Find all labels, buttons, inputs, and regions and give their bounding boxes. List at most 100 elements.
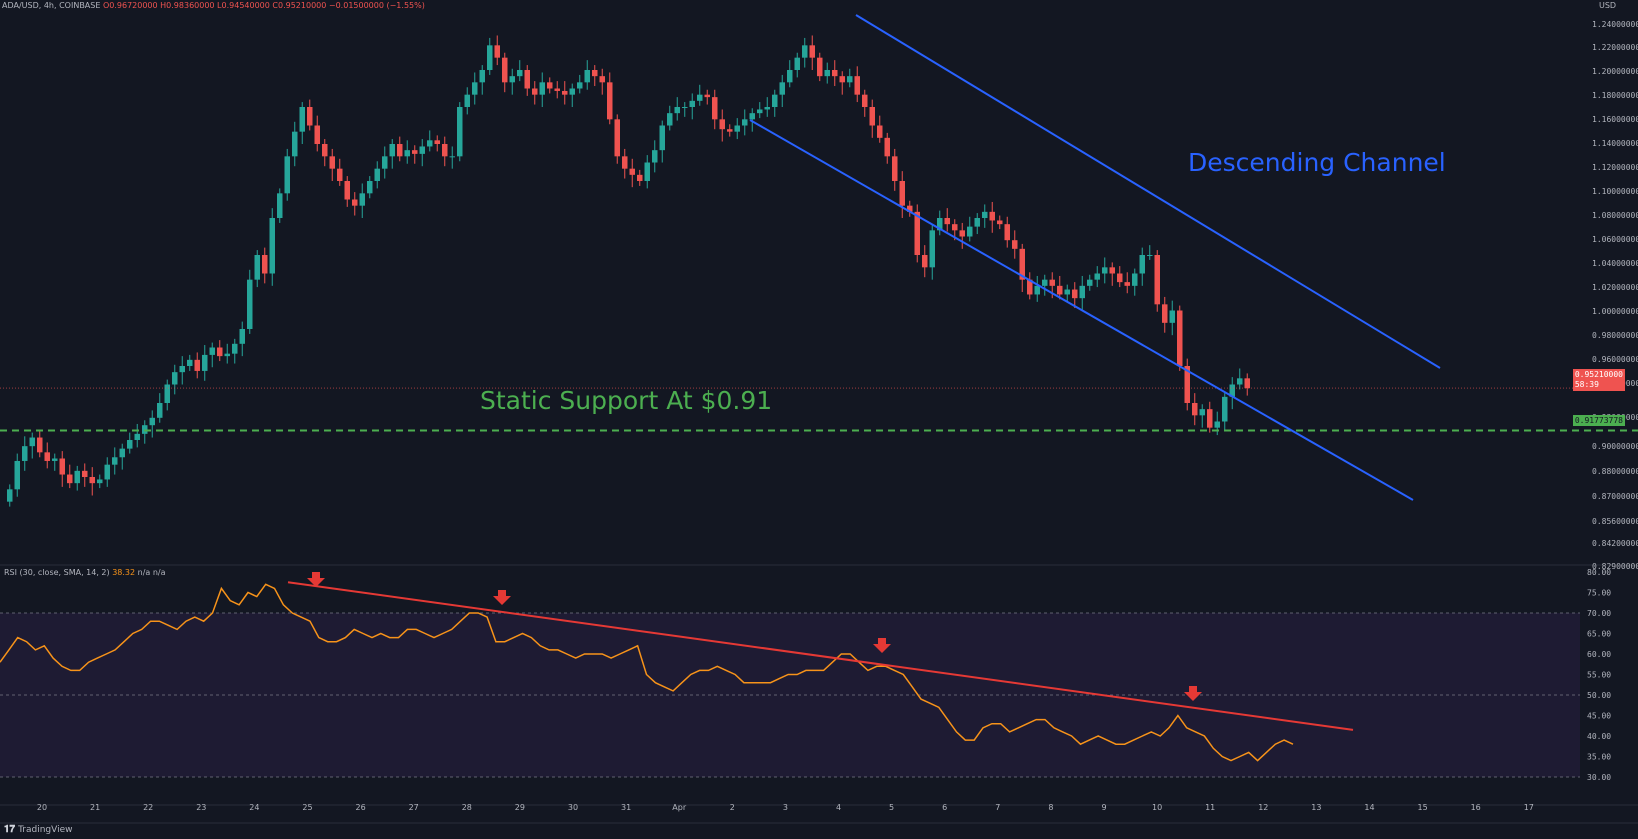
candle-body: [757, 109, 763, 114]
candle-body: [1117, 273, 1123, 283]
time-tick-label: 12: [1258, 803, 1268, 812]
candle-body: [989, 211, 995, 221]
candle-body: [1139, 255, 1145, 274]
candle-body: [404, 150, 410, 157]
candle-body: [7, 489, 13, 502]
time-tick-label: 4: [836, 803, 841, 812]
time-tick-label: 13: [1311, 803, 1321, 812]
candle-body: [539, 82, 545, 95]
candle-body: [1049, 279, 1055, 286]
candle-body: [884, 137, 890, 157]
last-price-value: 0.95210000: [1574, 370, 1623, 379]
candle-body: [269, 218, 275, 274]
candle-body: [239, 329, 245, 344]
price-tick-label: 1.00000000: [1592, 307, 1638, 316]
candle-body: [1004, 224, 1010, 241]
symbol-label: ADA/USD, 4h, COINBASE: [2, 1, 101, 10]
candle-body: [457, 107, 463, 157]
bar-countdown: 58:39: [1574, 380, 1599, 389]
time-tick-label: 25: [302, 803, 312, 812]
candle-body: [1154, 255, 1160, 305]
candle-body: [1162, 304, 1168, 323]
candle-body: [1102, 267, 1108, 274]
price-tick-label: 1.24000000: [1592, 20, 1638, 29]
candle-body: [689, 100, 695, 107]
time-tick-label: 26: [356, 803, 366, 812]
candle-body: [367, 181, 373, 194]
price-tick-label: 1.12000000: [1592, 163, 1638, 172]
candle-body: [292, 131, 298, 157]
candle-body: [674, 107, 680, 114]
candle-body: [374, 168, 380, 181]
price-tick-label: 0.85600000: [1592, 517, 1638, 526]
candle-body: [1177, 310, 1183, 366]
candle-body: [284, 156, 290, 194]
candle-body: [352, 199, 358, 206]
candle-body: [179, 366, 185, 373]
candle-body: [554, 88, 560, 91]
channel-upper-line: [855, 14, 1441, 369]
candle-body: [14, 460, 20, 490]
candle-body: [254, 255, 260, 280]
candle-body: [749, 113, 755, 120]
time-tick-label: 8: [1048, 803, 1053, 812]
candle-body: [569, 88, 575, 95]
candle-body: [217, 347, 223, 357]
candle-body: [1057, 285, 1063, 295]
price-tick-label: 0.98000000: [1592, 331, 1638, 340]
price-tick-label: 1.16000000: [1592, 115, 1638, 124]
time-tick-label: 10: [1152, 803, 1162, 812]
time-tick-label: 27: [409, 803, 419, 812]
ohlc-values: O0.96720000 H0.98360000 L0.94540000 C0.9…: [102, 1, 425, 10]
time-tick-label: 2: [730, 803, 735, 812]
candle-body: [224, 353, 230, 357]
candle-body: [412, 150, 418, 154]
candle-body: [824, 70, 830, 77]
candle-body: [434, 140, 440, 144]
candle-body: [659, 125, 665, 151]
last-price-badge: 0.95210000 58:39: [1572, 369, 1625, 391]
time-tick-label: 29: [515, 803, 525, 812]
candle-body: [577, 82, 583, 89]
candle-body: [704, 94, 710, 98]
time-tick-label: 28: [462, 803, 472, 812]
price-tick-label: 1.06000000: [1592, 235, 1638, 244]
candle-body: [442, 144, 448, 157]
candle-body: [929, 230, 935, 268]
candle-body: [1244, 378, 1250, 389]
support-price-badge: 0.91773778: [1572, 415, 1625, 426]
candle-body: [562, 90, 568, 95]
price-tick-label: 1.04000000: [1592, 259, 1638, 268]
rsi-tick-label: 55.00: [1587, 671, 1611, 680]
candle-body: [922, 255, 928, 268]
candle-body: [809, 45, 815, 58]
candle-body: [52, 458, 58, 461]
time-tick-label: 31: [621, 803, 631, 812]
candle-body: [472, 82, 478, 95]
down-arrow-icon: [1184, 686, 1202, 701]
candle-body: [1042, 279, 1048, 286]
rsi-tick-label: 70.00: [1587, 609, 1611, 618]
candle-body: [607, 82, 613, 120]
time-tick-label: 6: [942, 803, 947, 812]
down-arrow-icon: [493, 590, 511, 605]
candle-body: [382, 156, 388, 169]
candle-body: [1207, 409, 1213, 428]
descending-channel-label: Descending Channel: [1188, 148, 1446, 177]
candle-body: [982, 211, 988, 218]
candle-body: [1064, 289, 1070, 295]
price-tick-label: 0.87000000: [1592, 492, 1638, 501]
candle-body: [164, 384, 170, 403]
candle-body: [1147, 255, 1153, 256]
candle-body: [899, 181, 905, 206]
time-tick-label: 9: [1101, 803, 1106, 812]
time-tick-label: Apr: [672, 803, 687, 812]
tradingview-footer[interactable]: 𝟏𝟕 TradingView: [4, 824, 73, 835]
down-arrow-icon: [873, 638, 891, 653]
price-tick-label: 1.14000000: [1592, 139, 1638, 148]
candle-body: [742, 119, 748, 126]
candle-body: [74, 470, 80, 484]
candle-body: [802, 45, 808, 58]
candle-body: [464, 94, 470, 107]
